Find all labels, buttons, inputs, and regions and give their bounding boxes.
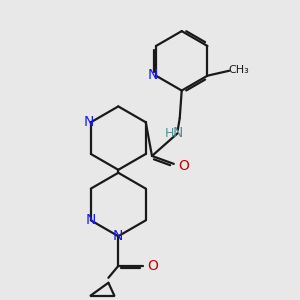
Text: N: N [148,68,158,82]
Text: N: N [172,126,183,140]
Text: O: O [178,159,189,173]
Text: CH₃: CH₃ [229,65,250,75]
Text: O: O [148,259,158,273]
Text: N: N [84,115,94,129]
Text: N: N [86,213,96,227]
Text: H: H [165,127,175,140]
Text: N: N [113,229,124,243]
